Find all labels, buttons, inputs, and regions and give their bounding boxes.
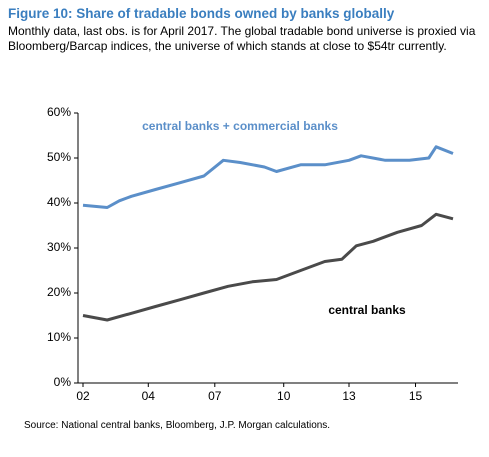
y-tick-label: 50%: [47, 150, 71, 164]
x-tick-label: 15: [409, 389, 423, 403]
y-tick-label: 40%: [47, 195, 71, 209]
x-tick-label: 02: [76, 389, 90, 403]
series-line: [82, 212, 454, 322]
y-tick-label: 10%: [47, 330, 71, 344]
x-tick-label: 10: [277, 389, 291, 403]
y-tick-label: 20%: [47, 285, 71, 299]
source-note: Source: National central banks, Bloomber…: [24, 420, 331, 431]
series-line: [82, 145, 454, 209]
chart-subtitle: Monthly data, last obs. is for April 201…: [8, 24, 476, 53]
y-tick-label: 0%: [54, 375, 72, 389]
y-tick-label: 30%: [47, 240, 71, 254]
x-tick-label: 13: [342, 389, 356, 403]
series-label: central banks: [328, 303, 406, 317]
x-tick-label: 07: [208, 389, 222, 403]
y-tick-label: 60%: [47, 105, 71, 119]
series-label: central banks + commercial banks: [142, 119, 338, 133]
chart-title: Figure 10: Share of tradable bonds owned…: [8, 6, 395, 21]
x-tick-label: 04: [142, 389, 156, 403]
